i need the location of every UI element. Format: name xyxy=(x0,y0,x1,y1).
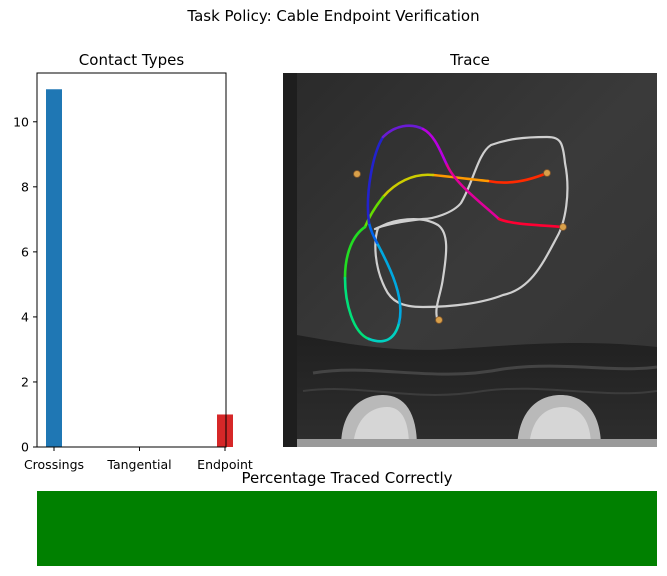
endpoint-marker xyxy=(435,316,443,324)
trace-image xyxy=(283,73,657,447)
untraced-cable xyxy=(373,135,569,323)
contact-types-chart: Crossings Tangential Endpoint 0 2 4 6 8 10 xyxy=(13,72,253,472)
trace-title: Trace xyxy=(450,51,490,69)
x-tick-label: Tangential xyxy=(106,457,171,472)
y-tick-label: 6 xyxy=(21,244,29,259)
y-tick-label: 4 xyxy=(21,309,29,324)
bar-crossings xyxy=(46,89,62,448)
progress-bar-fill xyxy=(37,491,657,566)
progress-bar-track xyxy=(37,491,657,566)
right-gripper-highlight xyxy=(529,407,591,447)
left-gripper-highlight xyxy=(353,407,409,447)
progress-title: Percentage Traced Correctly xyxy=(241,469,453,487)
bar-endpoint xyxy=(217,414,233,447)
x-tick-label: Crossings xyxy=(24,457,84,472)
cloth-wrinkle xyxy=(302,387,657,396)
bottom-strip xyxy=(297,439,657,447)
endpoint-marker xyxy=(543,169,551,177)
figure-suptitle: Task Policy: Cable Endpoint Verification xyxy=(187,7,480,25)
y-tick-label: 8 xyxy=(21,179,29,194)
endpoint-markers xyxy=(353,169,567,324)
endpoint-marker xyxy=(353,170,361,178)
cloth-wrinkle xyxy=(312,364,657,376)
y-tick-label: 10 xyxy=(13,114,29,129)
left-edge-shadow xyxy=(283,73,297,447)
x-tick-label: Endpoint xyxy=(197,457,253,472)
bar-chart-title: Contact Types xyxy=(78,51,185,69)
endpoint-marker xyxy=(559,223,567,231)
traced-cable xyxy=(343,124,565,343)
axes-frame xyxy=(36,72,227,448)
y-tick-label: 2 xyxy=(21,374,29,389)
y-tick-label: 0 xyxy=(21,440,29,455)
